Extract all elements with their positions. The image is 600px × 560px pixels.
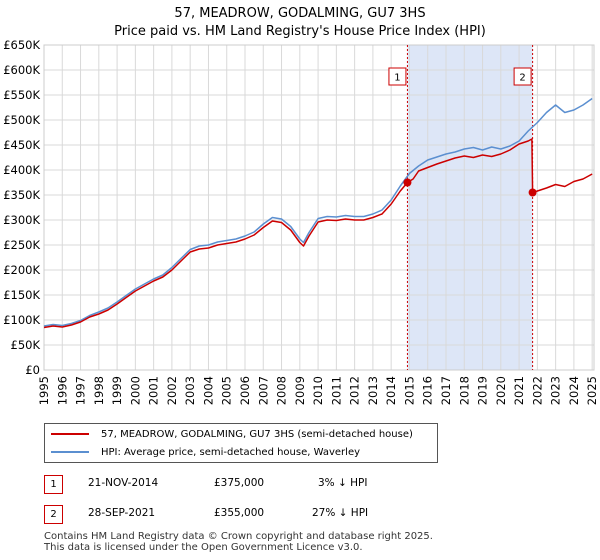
- y-tick-label: £100K: [3, 313, 40, 327]
- hpi-series-line: [43, 97, 593, 327]
- y-tick-label: £400K: [3, 163, 40, 177]
- transaction-date: 28-SEP-2021: [88, 507, 156, 519]
- legend-label-property: 57, MEADROW, GODALMING, GU7 3HS (semi-de…: [101, 428, 413, 440]
- x-tick-label: 2003: [183, 376, 197, 405]
- transaction-badge: 2: [44, 505, 63, 524]
- x-tick-label: 1998: [92, 376, 106, 405]
- x-tick-label: 1999: [110, 376, 124, 405]
- x-tick-label: 2011: [329, 376, 343, 405]
- sale-point: [403, 178, 412, 187]
- y-tick-label: £50K: [11, 338, 41, 352]
- x-tick-label: 2021: [512, 376, 526, 405]
- x-tick-label: 2018: [457, 376, 471, 405]
- chart-legend: 57, MEADROW, GODALMING, GU7 3HS (semi-de…: [44, 423, 438, 463]
- transaction-price: £355,000: [214, 507, 265, 519]
- y-tick-label: £350K: [3, 188, 40, 202]
- footer-attribution: Contains HM Land Registry data © Crown c…: [44, 531, 433, 553]
- x-tick-label: 2019: [476, 376, 490, 405]
- sale-marker-label: 2: [519, 73, 525, 84]
- y-tick-label: £600K: [3, 63, 40, 77]
- chart-title: 57, MEADROW, GODALMING, GU7 3HS: [174, 6, 426, 21]
- transaction-date: 21-NOV-2014: [88, 477, 159, 489]
- y-tick-label: £550K: [3, 88, 40, 102]
- x-tick-label: 2015: [402, 376, 416, 405]
- x-tick-label: 1995: [37, 376, 51, 405]
- x-tick-label: 2016: [421, 376, 435, 405]
- sale-marker-box: [513, 67, 532, 86]
- sale-point: [528, 188, 537, 197]
- x-tick-label: 1997: [74, 376, 88, 405]
- x-tick-label: 2000: [128, 376, 142, 405]
- legend-item-property: 57, MEADROW, GODALMING, GU7 3HS (semi-de…: [51, 426, 413, 442]
- x-tick-label: 2025: [585, 376, 599, 405]
- y-tick-label: £650K: [3, 38, 40, 52]
- legend-label-hpi: HPI: Average price, semi-detached house,…: [101, 446, 361, 458]
- x-tick-label: 2009: [293, 376, 307, 405]
- x-tick-label: 2008: [275, 376, 289, 405]
- property-series-line: [43, 138, 593, 329]
- plot-frame: [43, 44, 595, 371]
- y-tick-label: £150K: [3, 288, 40, 302]
- transaction-price: £375,000: [214, 477, 265, 489]
- y-tick-label: £250K: [3, 238, 40, 252]
- legend-item-hpi: HPI: Average price, semi-detached house,…: [51, 444, 360, 460]
- x-tick-label: 2013: [366, 376, 380, 405]
- x-tick-label: 2006: [238, 376, 252, 405]
- price-chart: 1 2 £0 £50K £100K £150K £200K £250K £300K £350K £…: [3, 38, 599, 405]
- x-tick-label: 2010: [311, 376, 325, 405]
- x-tick-label: 2017: [439, 376, 453, 405]
- x-tick-label: 2002: [165, 376, 179, 405]
- x-tick-label: 2024: [567, 376, 581, 405]
- shaded-period: [407, 45, 533, 370]
- sale-marker-box: [388, 67, 407, 86]
- transaction-hpi-diff: 3% ↓ HPI: [318, 477, 368, 489]
- sale-marker-label: 1: [394, 73, 400, 84]
- y-tick-label: £0: [25, 363, 40, 377]
- legend-swatch-property: [51, 433, 89, 435]
- y-tick-label: £200K: [3, 263, 40, 277]
- x-tick-label: 2012: [348, 376, 362, 405]
- x-tick-label: 2005: [220, 376, 234, 405]
- transaction-hpi-diff: 27% ↓ HPI: [312, 507, 369, 519]
- y-tick-label: £300K: [3, 213, 40, 227]
- x-tick-label: 2007: [256, 376, 270, 405]
- transaction-badge: 1: [44, 475, 63, 494]
- x-tick-label: 2022: [530, 376, 544, 405]
- chart-subtitle: Price paid vs. HM Land Registry's House …: [114, 24, 486, 39]
- y-tick-label: £500K: [3, 113, 40, 127]
- x-tick-label: 2001: [147, 376, 161, 405]
- footer-line-copyright: Contains HM Land Registry data © Crown c…: [44, 531, 433, 542]
- x-tick-label: 2014: [384, 376, 398, 405]
- x-tick-label: 1996: [55, 376, 69, 405]
- x-tick-label: 2004: [201, 376, 215, 405]
- y-tick-label: £450K: [3, 138, 40, 152]
- x-tick-label: 2020: [494, 376, 508, 405]
- footer-line-licence: This data is licensed under the Open Gov…: [44, 542, 363, 553]
- legend-swatch-hpi: [51, 451, 89, 453]
- x-tick-label: 2023: [549, 376, 563, 405]
